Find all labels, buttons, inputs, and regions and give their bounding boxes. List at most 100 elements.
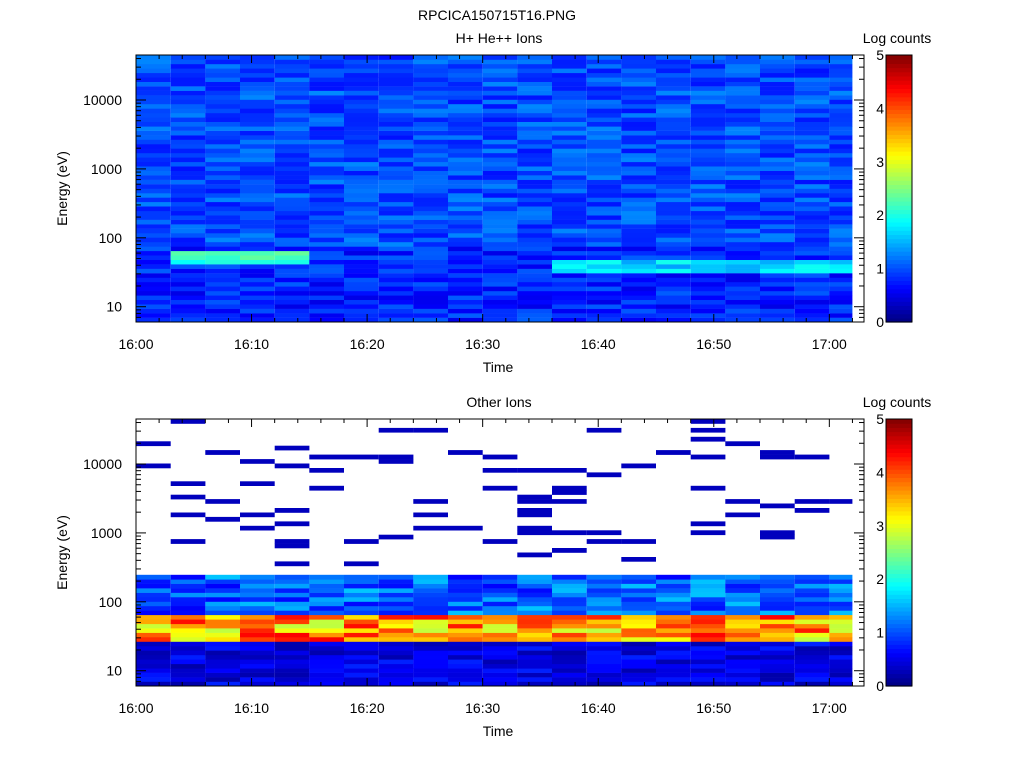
heatmap-cell (794, 659, 830, 665)
heatmap-cell (829, 139, 853, 145)
heatmap-cell (344, 654, 379, 660)
heatmap-cell (136, 77, 171, 82)
x-tick-label: 17:00 (812, 700, 847, 716)
heatmap-cell (725, 179, 760, 185)
heatmap-cell (829, 206, 853, 212)
heatmap-cell (725, 59, 760, 65)
heatmap-cell (586, 192, 622, 198)
heatmap-cell (205, 86, 240, 91)
heatmap-cell (309, 637, 344, 642)
heatmap-cell (482, 201, 518, 207)
heatmap-cell (240, 157, 275, 163)
heatmap-cell (760, 601, 795, 607)
heatmap-cell (725, 148, 760, 154)
colorbar-step (886, 155, 912, 160)
heatmap-cell (552, 246, 587, 252)
heatmap-cell (725, 264, 760, 269)
heatmap-cell (240, 672, 275, 678)
heatmap-cell (378, 117, 414, 122)
heatmap-cell (413, 152, 448, 158)
heatmap-cell (760, 530, 795, 536)
heatmap-cell (760, 637, 795, 642)
heatmap-cell (586, 166, 622, 171)
heatmap-cell (344, 104, 379, 109)
heatmap-cell (690, 677, 726, 682)
heatmap-cell (586, 641, 622, 647)
heatmap-cell (205, 677, 240, 682)
heatmap-cell (656, 215, 691, 220)
heatmap-cell (482, 90, 518, 96)
heatmap-cell (378, 246, 414, 252)
heatmap-cell (344, 206, 379, 212)
heatmap-cell (517, 184, 552, 189)
heatmap-cell (170, 605, 206, 611)
heatmap-cell (482, 135, 518, 140)
heatmap-cell (517, 494, 552, 500)
heatmap-cell (517, 499, 552, 504)
heatmap-cell (621, 654, 656, 660)
heatmap-cell (794, 121, 830, 127)
heatmap-cell (136, 206, 171, 212)
heatmap-cell (656, 63, 691, 69)
heatmap-cell (448, 197, 483, 203)
heatmap-cell (586, 530, 622, 536)
heatmap-cell (725, 241, 760, 247)
heatmap-cell (621, 246, 656, 252)
heatmap-cell (378, 459, 414, 464)
heatmap-cell (586, 77, 622, 82)
heatmap-cell (656, 86, 691, 91)
heatmap-cell (344, 259, 379, 265)
heatmap-cell (136, 81, 171, 87)
heatmap-cell (725, 499, 760, 504)
colorbar-label: Log counts (863, 30, 932, 46)
heatmap-cell (725, 161, 760, 167)
heatmap-cell (621, 579, 656, 584)
heatmap-cell (136, 179, 171, 185)
heatmap-cell (829, 161, 853, 167)
page-title: RPCICA150715T16.PNG (418, 7, 576, 23)
heatmap-cell (829, 259, 853, 265)
heatmap-cell (240, 90, 275, 96)
heatmap-cell (482, 148, 518, 154)
heatmap-cell (760, 72, 795, 78)
heatmap-cell (170, 228, 206, 234)
heatmap-cell (378, 646, 414, 651)
y-tick-label: 1000 (91, 161, 122, 177)
heatmap-cell (794, 637, 830, 642)
heatmap-cell (413, 95, 448, 100)
colorbar-step (886, 246, 912, 252)
heatmap-cell (690, 126, 726, 131)
heatmap-cell (760, 188, 795, 194)
heatmap-cell (274, 206, 310, 212)
heatmap-cell (552, 299, 587, 305)
heatmap-cell (170, 112, 206, 118)
heatmap-cell (136, 632, 171, 638)
heatmap-cell (378, 228, 414, 234)
heatmap-cell (760, 308, 795, 314)
heatmap-cell (240, 161, 275, 167)
heatmap-cell (621, 641, 656, 647)
heatmap-cell (760, 614, 795, 620)
heatmap-cell (448, 117, 483, 122)
heatmap-cell (760, 628, 795, 633)
heatmap-cell (170, 121, 206, 127)
heatmap-cell (517, 672, 552, 678)
heatmap-cell (517, 255, 552, 260)
heatmap-cell (309, 210, 344, 216)
heatmap-cell (205, 313, 240, 318)
heatmap-cell (656, 224, 691, 229)
heatmap-cell (517, 130, 552, 136)
heatmap-cell (309, 641, 344, 647)
heatmap-cell (482, 659, 518, 665)
heatmap-cell (309, 144, 344, 149)
heatmap-cell (205, 215, 240, 220)
colorbar-step (886, 540, 912, 545)
heatmap-cell (378, 55, 414, 60)
heatmap-cell (378, 268, 414, 274)
heatmap-cell (586, 95, 622, 100)
heatmap-cell (760, 677, 795, 682)
heatmap-cell (621, 255, 656, 260)
heatmap-cell (760, 295, 795, 300)
heatmap-cell (448, 304, 483, 309)
heatmap-cell (309, 130, 344, 136)
